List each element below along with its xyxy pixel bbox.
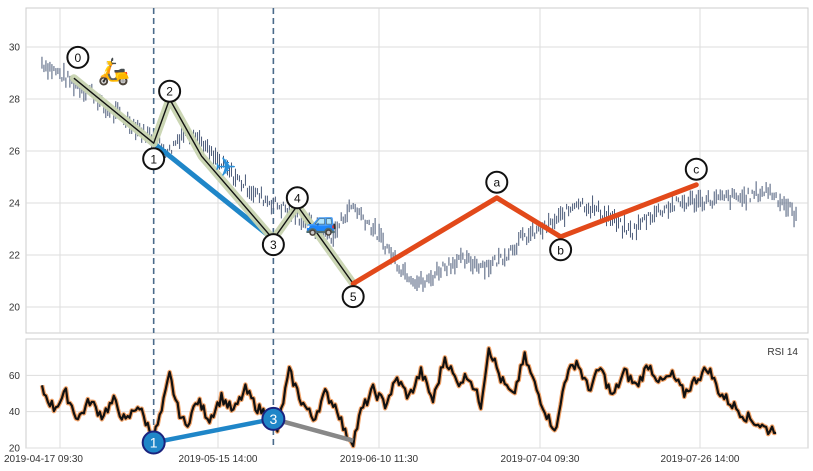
wave-label: 2	[158, 79, 182, 103]
wave-label-text: 2	[166, 85, 173, 99]
wave-label-circle	[158, 79, 182, 103]
car-icon: 🚙	[305, 207, 337, 238]
wave-label-text: a	[493, 176, 500, 190]
rsi-marker-text: 1	[150, 435, 158, 451]
wave-label: 0	[66, 45, 90, 69]
wave-label-text: c	[693, 163, 699, 177]
wave-label-circle	[261, 233, 285, 257]
rsi-line	[40, 347, 777, 448]
wave-label-circle	[485, 170, 509, 194]
rsi-y-tick-label: 60	[9, 371, 21, 382]
rsi-marker: 1	[141, 430, 166, 455]
wave-label-circle	[684, 157, 708, 181]
rsi-series	[39, 346, 777, 449]
wave-label-circle	[142, 147, 166, 171]
wave-label: 3	[261, 233, 285, 257]
x-tick-label: 2019-07-04 09:30	[501, 454, 580, 465]
rsi-marker-circle	[261, 406, 286, 431]
wave-label: a	[485, 170, 509, 194]
x-tick-label: 2019-06-10 11:30	[340, 454, 419, 465]
rsi-line-blue	[153, 416, 274, 445]
wave-label-text: 4	[294, 191, 301, 205]
rsi-trend-lines	[153, 416, 354, 445]
scooter-icon: 🛵	[98, 56, 130, 87]
rsi-marker-circle	[141, 430, 166, 455]
price-y-tick-label: 28	[9, 95, 21, 106]
wave-line-blue	[151, 140, 276, 242]
rsi-marker: 3	[261, 406, 286, 431]
price-y-tick-label: 30	[9, 43, 21, 54]
rsi-markers: 13	[141, 406, 286, 455]
airplane-icon: ✈	[215, 152, 237, 182]
wave-label-text: b	[557, 243, 564, 257]
wave-label-circle	[341, 285, 365, 309]
price-y-tick-label: 24	[9, 199, 21, 210]
wave-label-text: 3	[270, 238, 277, 252]
rsi-line-gray	[272, 416, 354, 443]
price-y-tick-label: 22	[9, 251, 21, 262]
wave-label-circle	[549, 238, 573, 262]
x-tick-label: 2019-04-17 09:30	[4, 454, 83, 465]
price-panel: 20 22 24 26 28 30 🛵 ✈ 🚙 0 1 2 3 4 5 a b c	[9, 7, 809, 334]
rsi-y-tick-label: 20	[9, 444, 21, 455]
wave-label-text: 5	[350, 290, 357, 304]
rsi-marker-text: 3	[269, 411, 277, 427]
wave-label-text: 0	[75, 51, 82, 65]
price-y-tick-label: 20	[9, 303, 21, 314]
x-axis-ticks: 2019-04-17 09:30 2019-05-15 14:00 2019-06-…	[4, 454, 740, 465]
wave-label: 4	[285, 186, 309, 210]
wave-line-orange	[350, 182, 699, 287]
rsi-panel-frame	[25, 338, 809, 449]
x-tick-label: 2019-07-26 14:00	[661, 454, 740, 465]
wave-label: c	[684, 157, 708, 181]
price-y-ticks: 20 22 24 26 28 30	[9, 43, 21, 314]
rsi-y-tick-label: 40	[9, 407, 21, 418]
wave-label-text: 1	[150, 152, 157, 166]
rsi-legend: RSI 14	[767, 347, 798, 358]
wave-label: 5	[341, 285, 365, 309]
wave-label: 1	[142, 147, 166, 171]
price-y-tick-label: 26	[9, 147, 21, 158]
price-icons: 🛵 ✈ 🚙	[98, 56, 338, 238]
price-wave-labels: 0 1 2 3 4 5 a b c	[66, 45, 708, 309]
rsi-y-ticks: 20 40 60	[9, 371, 21, 455]
x-tick-label: 2019-05-15 14:00	[179, 454, 258, 465]
wave-label: b	[549, 238, 573, 262]
price-vertical-markers	[152, 8, 275, 333]
wave-label-circle	[285, 186, 309, 210]
wave-label-circle	[66, 45, 90, 69]
